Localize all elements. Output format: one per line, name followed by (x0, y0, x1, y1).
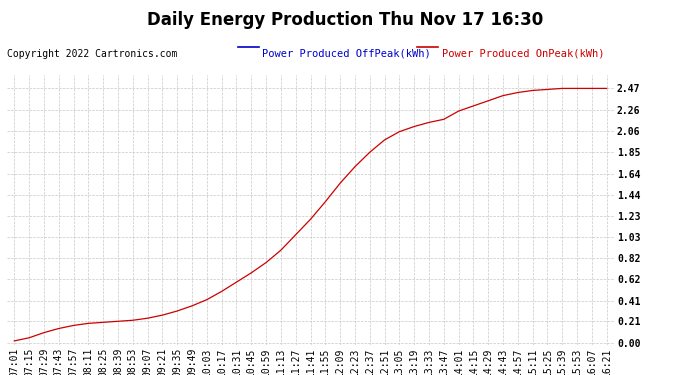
Text: Power Produced OffPeak(kWh): Power Produced OffPeak(kWh) (262, 49, 431, 59)
Text: Copyright 2022 Cartronics.com: Copyright 2022 Cartronics.com (7, 49, 177, 59)
Text: Daily Energy Production Thu Nov 17 16:30: Daily Energy Production Thu Nov 17 16:30 (147, 11, 543, 29)
Text: Power Produced OnPeak(kWh): Power Produced OnPeak(kWh) (442, 49, 604, 59)
